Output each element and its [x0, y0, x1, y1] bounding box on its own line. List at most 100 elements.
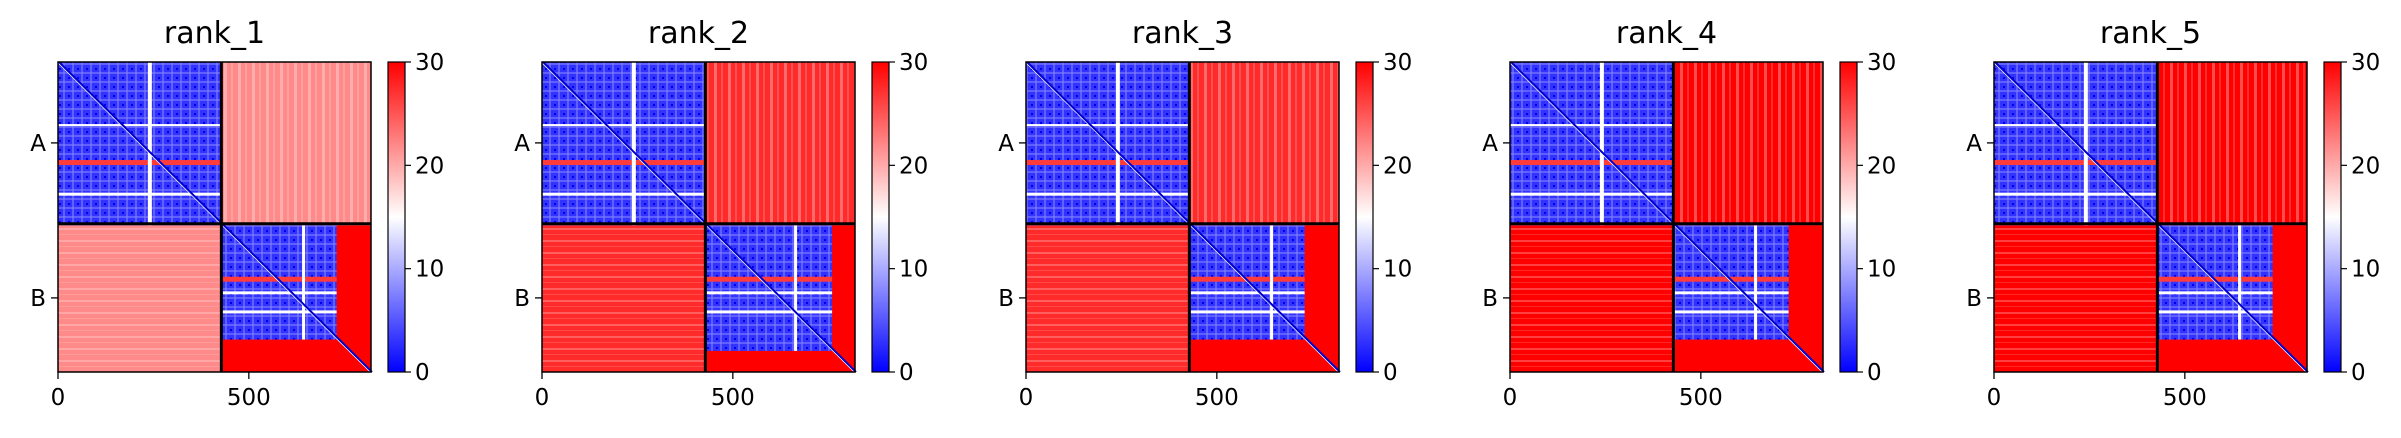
chain-b-column-stripe	[302, 225, 306, 340]
chain-a-row-stripe	[542, 124, 706, 127]
colorbar-tick-label: 10	[1867, 257, 1896, 283]
chain-a-row-stripe	[1994, 192, 2158, 196]
colorbar-tick-label: 30	[899, 50, 928, 76]
chain-b-row-stripe	[1189, 310, 1305, 314]
chain-a-column-stripe	[631, 62, 636, 226]
chain-a-column-stripe	[1115, 62, 1120, 226]
colorbar-tick-label: 0	[899, 360, 914, 386]
colorbar-tick-label: 20	[415, 153, 444, 179]
heatmap-cells	[1993, 61, 2309, 373]
x-tick-label: 500	[711, 385, 755, 411]
y-tick-label: B	[514, 286, 530, 312]
y-tick-label: B	[1966, 286, 1982, 312]
x-tick-label: 500	[1195, 385, 1239, 411]
colorbar-gradient	[1839, 61, 1858, 373]
colorbar-tick-label: 0	[415, 360, 430, 386]
y-tick-label: A	[998, 131, 1014, 157]
colorbar-tick-label: 0	[2351, 360, 2366, 386]
y-tick-label: A	[1966, 131, 1982, 157]
chain-b-row-stripe	[221, 310, 337, 314]
colorbar: 0 10 20 30	[2323, 50, 2380, 386]
chain-a-row-stripe	[1994, 160, 2158, 166]
chain-b-column-stripe	[2238, 225, 2242, 340]
chain-b-row-stripe	[705, 310, 833, 314]
colorbar-tick-label: 30	[1383, 50, 1412, 76]
chain-b-row-stripe	[1189, 291, 1305, 295]
block-b-a-texture	[58, 225, 222, 372]
colorbar: 0 10 20 30	[1839, 50, 1896, 386]
diagonal-line-shadow	[1994, 61, 2309, 373]
axes-frame	[1025, 61, 1340, 373]
colorbar-tick-label: 10	[899, 257, 928, 283]
chain-a-column-stripe	[2083, 62, 2088, 226]
x-tick-label: 500	[2163, 385, 2207, 411]
y-tick-label: B	[1482, 286, 1498, 312]
chain-b-row-stripe	[705, 276, 833, 282]
colorbar-tick-label: 10	[415, 257, 444, 283]
block-b-b	[705, 225, 833, 351]
heatmap-cells	[1025, 61, 1341, 373]
axes-frame	[541, 61, 856, 373]
diagonal-line-shadow	[542, 61, 857, 373]
chain-a-column-stripe	[1599, 62, 1604, 226]
block-a-b-texture	[221, 62, 371, 226]
chain-a-row-stripe	[58, 124, 222, 127]
heatmap-cells	[1509, 61, 1825, 373]
block-b-a-texture	[1026, 225, 1190, 372]
heatmap-panel-1: rank_1 0 500 A B 0 10 20 30	[30, 16, 444, 411]
chain-b-column-stripe	[1270, 225, 1274, 340]
chain-a-row-stripe	[1510, 124, 1674, 127]
block-a-b-texture	[2157, 62, 2307, 226]
chain-b-row-stripe	[2157, 310, 2273, 314]
chain-b-row-stripe	[221, 291, 337, 295]
colorbar-gradient	[2323, 61, 2342, 373]
panel-title: rank_5	[2100, 16, 2201, 51]
colorbar-tick-label: 30	[2351, 50, 2380, 76]
y-tick-label: B	[998, 286, 1014, 312]
heatmap-cells	[57, 61, 373, 373]
colorbar-tick-label: 10	[2351, 257, 2380, 283]
chain-a-row-stripe	[542, 192, 706, 196]
colorbar-tick-label: 0	[1383, 360, 1398, 386]
chain-a-row-stripe	[1994, 124, 2158, 127]
heatmap-cells	[541, 61, 857, 373]
colorbar-gradient	[871, 61, 890, 373]
block-b-b	[1189, 225, 1305, 340]
heatmap-panel-5: rank_5 0 500 A B 0 10 20 30	[1966, 16, 2380, 411]
chain-b-row-stripe	[2157, 291, 2273, 295]
x-tick-label: 0	[51, 385, 66, 411]
diagonal-line-shadow	[1026, 61, 1341, 373]
axes-frame	[1509, 61, 1824, 373]
colorbar-tick-label: 0	[1867, 360, 1882, 386]
colorbar-tick-label: 20	[1867, 153, 1896, 179]
colorbar: 0 10 20 30	[1355, 50, 1412, 386]
colorbar: 0 10 20 30	[387, 50, 444, 386]
block-a-b-texture	[705, 62, 855, 226]
block-a-b-texture	[1673, 62, 1823, 226]
colorbar-tick-label: 10	[1383, 257, 1412, 283]
colorbar-gradient	[387, 61, 406, 373]
x-tick-label: 0	[1503, 385, 1518, 411]
block-a-b-texture	[1189, 62, 1339, 226]
colorbar: 0 10 20 30	[871, 50, 928, 386]
heatmap-panel-4: rank_4 0 500 A B 0 10 20 30	[1482, 16, 1896, 411]
chain-a-row-stripe	[1510, 160, 1674, 166]
chain-a-row-stripe	[1026, 192, 1190, 196]
heatmap-panel-3: rank_3 0 500 A B 0 10 20 30	[998, 16, 1412, 411]
x-tick-label: 0	[1019, 385, 1034, 411]
chain-a-row-stripe	[542, 160, 706, 166]
block-b-a-texture	[1994, 225, 2158, 372]
y-tick-label: B	[30, 286, 46, 312]
axes-frame	[57, 61, 372, 373]
y-tick-label: A	[1482, 131, 1498, 157]
chain-a-row-stripe	[58, 160, 222, 166]
chain-a-row-stripe	[1026, 160, 1190, 166]
block-b-b	[221, 225, 337, 340]
x-tick-label: 0	[1987, 385, 2002, 411]
colorbar-tick-label: 30	[1867, 50, 1896, 76]
chain-b-row-stripe	[1673, 310, 1789, 314]
y-tick-label: A	[30, 131, 46, 157]
diagonal-line-shadow	[1510, 61, 1825, 373]
chain-a-row-stripe	[58, 192, 222, 196]
